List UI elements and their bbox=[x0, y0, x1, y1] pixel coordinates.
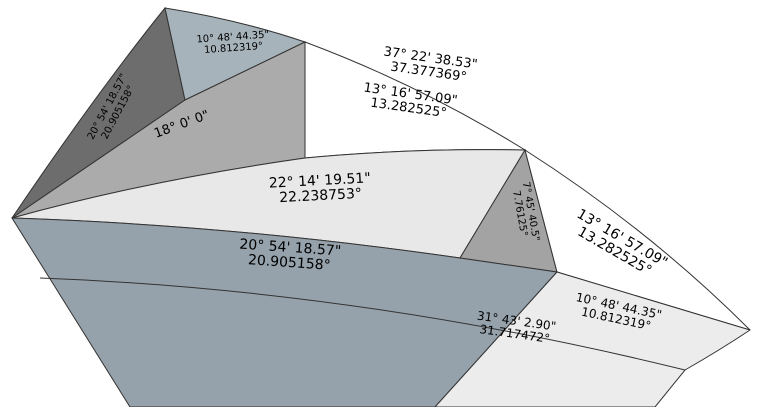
region-lower-right bbox=[434, 271, 752, 407]
label: 20° 54' 18.57" 20.905158° bbox=[239, 236, 342, 274]
angle-decimal: 10.812319° bbox=[204, 41, 264, 56]
label: 10° 48' 44.35" 10.812319° bbox=[196, 29, 269, 56]
angle-dms: 20° 54' 18.57" bbox=[239, 236, 342, 259]
arc-line bbox=[39, 277, 686, 371]
angle-dms: 22° 14' 19.51" bbox=[268, 170, 371, 191]
angle-decimal: 22.238753° bbox=[279, 186, 362, 206]
label: 22° 14' 19.51" 22.238753° bbox=[268, 170, 371, 206]
angle-dms: 10° 48' 44.35" bbox=[196, 29, 269, 45]
angle-decimal: 20.905158° bbox=[247, 252, 331, 274]
region-dark bbox=[11, 6, 186, 219]
region-big-blue bbox=[11, 217, 559, 407]
